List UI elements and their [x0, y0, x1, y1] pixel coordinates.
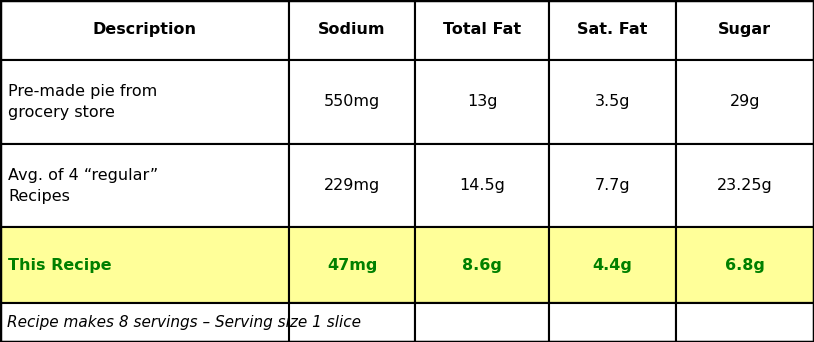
Bar [0, 303, 814, 342]
Text: 3.5g: 3.5g [595, 94, 630, 109]
Text: Pre-made pie from
grocery store: Pre-made pie from grocery store [8, 84, 157, 120]
Bar [289, 60, 415, 144]
Text: 229mg: 229mg [324, 178, 380, 193]
Bar [415, 144, 549, 227]
Text: Sugar: Sugar [718, 23, 772, 37]
Bar [676, 144, 814, 227]
Text: 550mg: 550mg [324, 94, 380, 109]
Text: 47mg: 47mg [327, 258, 377, 273]
Bar [549, 60, 676, 144]
Text: Avg. of 4 “regular”
Recipes: Avg. of 4 “regular” Recipes [8, 168, 159, 203]
Bar [289, 303, 415, 342]
Text: 6.8g: 6.8g [725, 258, 764, 273]
Bar [289, 0, 415, 60]
Bar [676, 0, 814, 60]
Bar [415, 0, 549, 60]
Bar [549, 0, 676, 60]
Bar [415, 227, 549, 303]
Bar [549, 227, 676, 303]
Bar [289, 144, 415, 227]
Text: Sodium: Sodium [318, 23, 386, 37]
Text: 13g: 13g [467, 94, 497, 109]
Text: Sat. Fat: Sat. Fat [577, 23, 648, 37]
Text: 8.6g: 8.6g [462, 258, 502, 273]
Bar [549, 144, 676, 227]
Bar [0, 0, 289, 60]
Bar [676, 227, 814, 303]
Text: Total Fat: Total Fat [444, 23, 521, 37]
Bar [549, 303, 676, 342]
Text: 4.4g: 4.4g [593, 258, 632, 273]
Bar [676, 60, 814, 144]
Bar [676, 303, 814, 342]
Text: 14.5g: 14.5g [459, 178, 505, 193]
Bar [415, 60, 549, 144]
Bar [0, 144, 289, 227]
Text: 29g: 29g [729, 94, 760, 109]
Bar [0, 60, 289, 144]
Bar [0, 227, 289, 303]
Text: This Recipe: This Recipe [8, 258, 112, 273]
Text: Description: Description [93, 23, 196, 37]
Text: Recipe makes 8 servings – Serving size 1 slice: Recipe makes 8 servings – Serving size 1… [7, 315, 361, 330]
Text: 23.25g: 23.25g [717, 178, 772, 193]
Bar [289, 227, 415, 303]
Text: 7.7g: 7.7g [595, 178, 630, 193]
Bar [415, 303, 549, 342]
